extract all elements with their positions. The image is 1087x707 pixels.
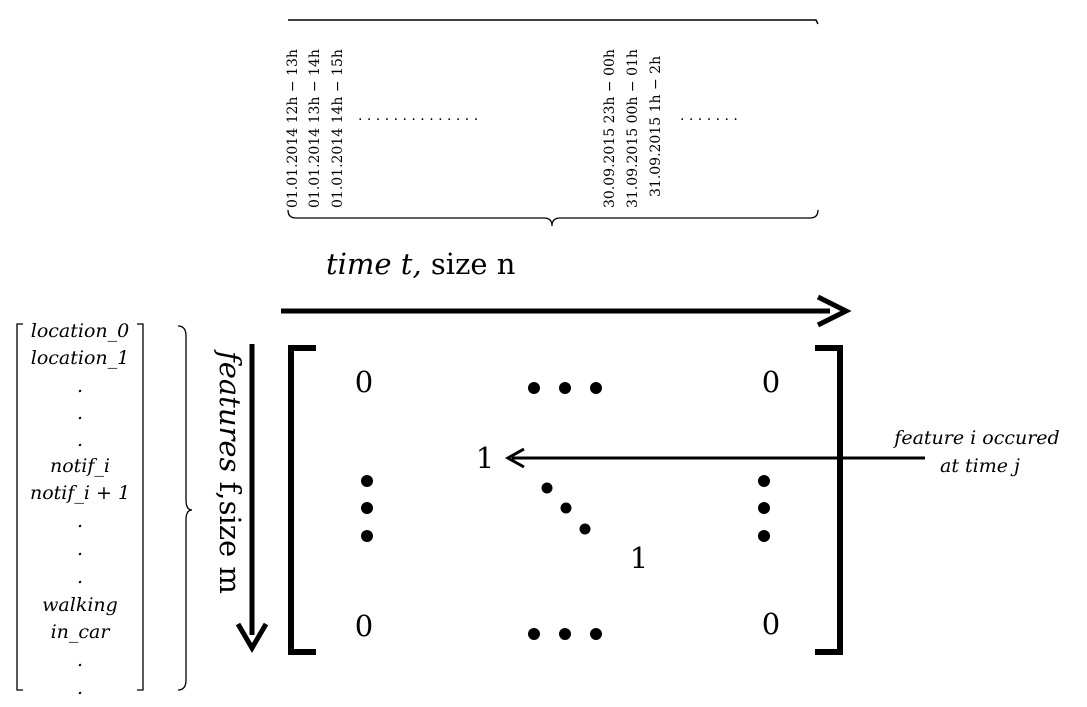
feature-item: location_1: [31, 347, 129, 369]
matrix-hdots-top: [528, 382, 602, 394]
feature-item: location_0: [31, 320, 129, 342]
time-label-end-2: 31.09.2015 00h − 01h: [625, 49, 641, 208]
feature-item: walking: [42, 594, 118, 616]
time-arrowhead-icon: [816, 294, 852, 328]
time-label-start-1: 01.01.2014 12h − 13h: [285, 49, 301, 208]
matrix-diag-dots: [541, 482, 591, 535]
time-header-top-line: [288, 19, 819, 25]
matrix-hdots-bottom: [528, 628, 602, 640]
time-header: 01.01.2014 12h − 13h 01.01.2014 13h − 14…: [285, 19, 819, 227]
time-label-start-2: 01.01.2014 13h − 14h: [307, 49, 323, 208]
matrix-cell-one: 1: [476, 441, 494, 475]
time-ellipsis: . . . . . . . . . . . . . .: [358, 108, 478, 124]
matrix-left-bracket: [288, 345, 316, 655]
time-ellipsis-right: . . . . . . .: [680, 108, 738, 124]
feature-list: location_0 location_1 . . . notif_i noti…: [30, 320, 130, 699]
matrix-right-bracket: [815, 345, 843, 655]
feature-item: .: [77, 566, 83, 588]
feature-arrowhead-icon: [235, 622, 269, 653]
matrix-top-left: 0: [355, 365, 373, 399]
feature-item: .: [77, 510, 83, 532]
matrix-bottom-right: 0: [762, 607, 780, 641]
feature-item: in_car: [51, 621, 112, 643]
matrix-vdots-left: [361, 475, 373, 542]
feature-item: .: [77, 375, 83, 397]
annotation-arrowhead-icon: [504, 447, 525, 469]
annotation-line-1: feature i occured: [892, 427, 1059, 449]
time-axis: time t, size n: [281, 247, 852, 328]
annotation-line-2: at time j: [940, 455, 1020, 477]
matrix-diag-one: 1: [630, 541, 648, 575]
time-axis-label: time t, size n: [326, 247, 515, 281]
time-label-end-3: 31.09.2015 1h − 2h: [648, 56, 664, 197]
feature-item: .: [77, 402, 83, 424]
feature-item: notif_i + 1: [30, 482, 130, 504]
matrix: 0 0 0 0: [288, 345, 843, 655]
time-label-start-3: 01.01.2014 14h − 15h: [330, 49, 346, 208]
feature-item: .: [77, 429, 83, 451]
matrix-bottom-left: 0: [355, 609, 373, 643]
feature-item: .: [77, 677, 83, 699]
feature-vector-left-bracket: [16, 323, 23, 691]
feature-axis-label: features f,size m: [213, 349, 247, 594]
time-header-brace: [287, 209, 819, 227]
feature-item: .: [77, 649, 83, 671]
feature-vector-brace: [177, 325, 193, 691]
matrix-top-right: 0: [762, 365, 780, 399]
feature-vector-right-bracket: [137, 323, 144, 691]
matrix-vdots-right: [758, 475, 770, 542]
feature-axis: features f,size m: [213, 344, 269, 653]
feature-item: .: [77, 538, 83, 560]
time-label-end-1: 30.09.2015 23h − 00h: [602, 49, 618, 208]
feature-item: notif_i: [50, 455, 110, 477]
annotation: feature i occured at time j: [504, 427, 1060, 477]
feature-vector: location_0 location_1 . . . notif_i noti…: [16, 320, 193, 699]
